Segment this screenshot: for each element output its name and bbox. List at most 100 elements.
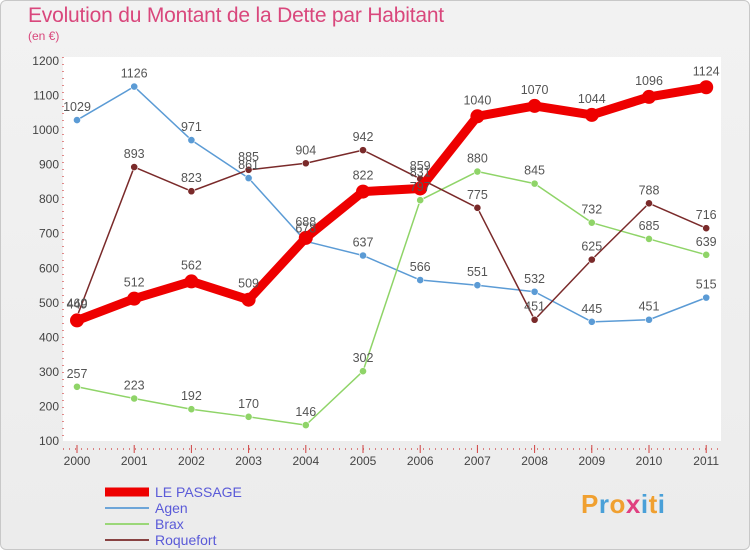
data-label-le-passage: 1040 — [463, 93, 491, 107]
data-point-brax — [645, 235, 653, 243]
y-tick-label: 600 — [39, 261, 59, 275]
data-label-agen: 515 — [696, 278, 717, 292]
data-label-le-passage: 512 — [124, 276, 145, 290]
data-point-brax — [530, 179, 539, 188]
data-point-le-passage — [241, 292, 256, 307]
data-label-roquefort: 451 — [524, 300, 545, 314]
x-tick-label: 2003 — [235, 454, 262, 468]
data-label-brax: 732 — [581, 203, 602, 217]
data-point-brax — [416, 196, 425, 205]
data-label-agen: 971 — [181, 120, 202, 134]
data-point-brax — [187, 405, 196, 414]
data-point-roquefort — [359, 146, 367, 155]
x-tick-label: 2006 — [407, 454, 434, 468]
data-point-le-passage — [470, 109, 485, 124]
plot-area — [63, 57, 721, 441]
data-label-roquefort: 460 — [67, 297, 88, 311]
data-label-agen: 451 — [639, 300, 660, 314]
proxiti-logo: Proxiti — [581, 489, 665, 520]
data-point-le-passage — [184, 274, 199, 289]
data-label-le-passage: 509 — [238, 277, 259, 291]
series-line-le-passage — [72, 82, 711, 325]
data-label-le-passage: 831 — [410, 165, 431, 179]
data-label-le-passage: 688 — [295, 215, 316, 229]
data-label-agen: 445 — [581, 302, 602, 316]
data-label-agen: 861 — [238, 158, 259, 172]
data-point-roquefort — [301, 159, 310, 168]
data-label-roquefort: 716 — [696, 208, 717, 222]
data-label-brax: 192 — [181, 389, 202, 403]
data-label-agen: 1126 — [121, 67, 148, 81]
x-tick-label: 2008 — [521, 454, 548, 468]
data-label-le-passage: 562 — [181, 258, 202, 272]
y-tick-label: 1100 — [33, 89, 59, 103]
data-point-brax — [359, 367, 367, 376]
data-point-le-passage — [527, 98, 542, 113]
data-point-roquefort — [187, 187, 196, 196]
data-point-brax — [702, 250, 711, 259]
data-point-roquefort — [473, 203, 482, 212]
y-tick-label: 200 — [39, 399, 59, 413]
data-label-agen: 637 — [353, 235, 374, 249]
series-line-roquefort — [76, 149, 707, 321]
data-label-brax: 797 — [410, 180, 431, 194]
logo-letter: P — [581, 489, 599, 519]
data-label-brax: 302 — [353, 351, 374, 365]
data-point-brax — [301, 421, 310, 430]
series-line-agen — [76, 85, 707, 323]
data-point-brax — [130, 394, 139, 403]
data-label-le-passage: 822 — [353, 169, 374, 183]
data-point-le-passage — [356, 184, 370, 199]
data-point-brax — [73, 382, 81, 391]
y-tick-label: 900 — [39, 158, 59, 172]
x-tick-label: 2010 — [636, 454, 663, 468]
x-tick-label: 2002 — [178, 454, 205, 468]
data-label-agen: 551 — [467, 265, 488, 279]
data-point-le-passage — [413, 181, 428, 196]
data-label-roquefort: 788 — [639, 183, 660, 197]
logo-letter: x — [625, 489, 641, 519]
logo-letter: i — [657, 489, 666, 519]
data-point-agen — [73, 116, 81, 124]
data-label-brax: 639 — [696, 235, 717, 249]
chart-title: Evolution du Montant de la Dette par Hab… — [28, 4, 444, 27]
data-point-agen — [187, 136, 196, 145]
data-point-brax — [587, 218, 596, 227]
data-label-brax: 845 — [524, 164, 545, 178]
data-point-brax — [473, 167, 482, 176]
data-label-brax: 170 — [238, 397, 259, 411]
y-tick-label: 300 — [39, 365, 59, 379]
data-label-le-passage: 1124 — [693, 64, 720, 78]
data-label-brax: 685 — [639, 219, 660, 233]
logo-letter: i — [640, 489, 649, 519]
y-tick-label: 400 — [39, 330, 59, 344]
data-point-agen — [645, 315, 653, 324]
x-tick-label: 2011 — [693, 454, 719, 468]
data-point-le-passage — [70, 313, 84, 328]
data-point-le-passage — [127, 291, 142, 306]
data-point-le-passage — [298, 230, 313, 245]
data-point-roquefort — [244, 165, 253, 174]
data-label-roquefort: 775 — [467, 188, 488, 202]
data-label-le-passage: 1096 — [635, 74, 663, 88]
legend-label-brax: Brax — [155, 516, 184, 532]
data-point-agen — [702, 293, 711, 302]
x-tick-label: 2007 — [464, 454, 491, 468]
data-point-agen — [130, 82, 139, 91]
legend-label-roquefort: Roquefort — [155, 532, 217, 548]
logo-letter: o — [609, 489, 626, 519]
data-label-brax: 880 — [467, 152, 488, 166]
logo-letter: t — [648, 489, 658, 519]
data-label-brax: 146 — [295, 405, 316, 419]
series-line-brax — [76, 170, 707, 426]
data-label-roquefort: 893 — [124, 147, 145, 161]
x-tick-label: 2004 — [292, 454, 319, 468]
x-tick-label: 2009 — [578, 454, 605, 468]
data-label-agen: 1029 — [63, 100, 91, 114]
data-label-le-passage: 1044 — [578, 92, 606, 106]
data-point-agen — [587, 317, 596, 326]
data-point-le-passage — [642, 89, 656, 104]
data-label-roquefort: 885 — [238, 150, 259, 164]
data-point-roquefort — [702, 224, 711, 233]
